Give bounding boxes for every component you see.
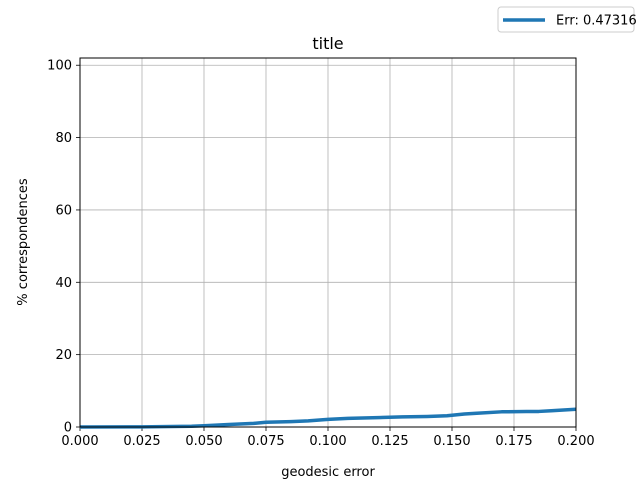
- x-tick-label: 0.200: [557, 434, 594, 449]
- x-tick-label: 0.150: [433, 434, 470, 449]
- x-tick-label: 0.075: [247, 434, 284, 449]
- chart-title: title: [312, 34, 343, 53]
- x-tick-label: 0.175: [495, 434, 532, 449]
- y-tick-label: 40: [55, 276, 72, 291]
- y-tick-label: 0: [64, 421, 72, 436]
- grid-lines: [79, 58, 577, 428]
- legend: Err: 0.47316: [497, 6, 637, 33]
- series-lines: [79, 407, 577, 429]
- legend-label: Err: 0.47316: [556, 14, 637, 29]
- y-tick-label: 80: [55, 131, 72, 146]
- y-axis-label: % correspondences: [16, 178, 31, 306]
- x-axis-label: geodesic error: [281, 465, 375, 480]
- y-tick-label: 100: [47, 59, 72, 74]
- plot-frame: [79, 57, 577, 428]
- x-tick-label: 0.000: [61, 434, 98, 449]
- x-tick-label: 0.025: [123, 434, 160, 449]
- legend-box: [497, 6, 635, 33]
- series-line-0: [79, 407, 577, 429]
- axis-ticks: 0.000 0.025 0.050 0.075 0.100 0.125 0.150 0.175…: [47, 59, 594, 449]
- x-tick-label: 0.125: [371, 434, 408, 449]
- x-tick-label: 0.050: [185, 434, 222, 449]
- y-tick-label: 60: [55, 203, 72, 218]
- x-tick-label: 0.100: [309, 434, 346, 449]
- y-tick-label: 20: [55, 348, 72, 363]
